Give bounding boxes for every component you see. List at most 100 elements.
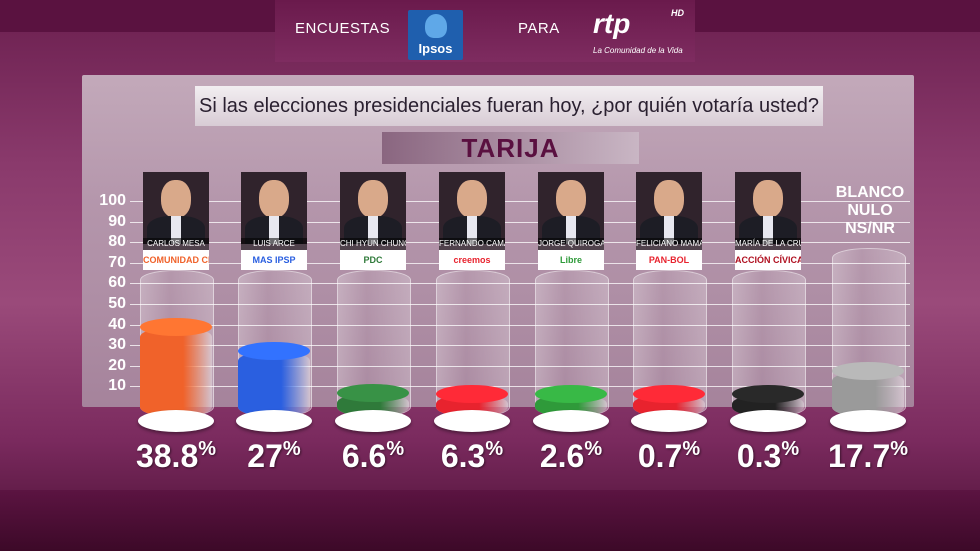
y-tick-label: 30 bbox=[108, 336, 126, 354]
candidate-card: FERNANDO CAMACHOcreemos bbox=[439, 172, 505, 270]
candidate-photo bbox=[143, 172, 209, 244]
candidate-card: LUIS ARCE MAS IPSP bbox=[241, 172, 307, 270]
rtp-hd-badge: HD bbox=[671, 8, 684, 18]
grid-line bbox=[130, 283, 910, 285]
grid-line bbox=[130, 262, 910, 264]
party-logo: ACCIÓN CÍVICA bbox=[735, 250, 801, 270]
data-label-value: 0.3 bbox=[736, 438, 782, 474]
data-label: 38.8% bbox=[128, 438, 224, 475]
shirt-icon bbox=[368, 216, 378, 244]
bar-cap bbox=[238, 342, 310, 361]
bar bbox=[832, 361, 904, 417]
bar-cap bbox=[535, 384, 607, 403]
chart-subtitle: TARIJA bbox=[382, 132, 639, 164]
candidate-name: MARÍA DE LA CRUZ BAYÁ bbox=[735, 238, 801, 250]
bar-cap bbox=[140, 318, 212, 337]
bar-cap bbox=[832, 361, 904, 380]
bar-base bbox=[631, 410, 707, 432]
shirt-icon bbox=[664, 216, 674, 244]
y-tick-label: 100 bbox=[99, 192, 126, 209]
grid-line bbox=[130, 201, 910, 202]
rtp-tagline: La Comunidad de la Vida bbox=[593, 46, 683, 55]
bar-base bbox=[830, 410, 906, 432]
candidate-name: CARLOS MESA bbox=[143, 238, 209, 250]
candidate-photo bbox=[538, 172, 604, 244]
party-logo: Libre bbox=[538, 250, 604, 270]
bar-cap bbox=[633, 384, 705, 403]
face-icon bbox=[358, 180, 388, 218]
data-label-unit: % bbox=[198, 438, 217, 460]
bar-base bbox=[236, 410, 312, 432]
y-tick-label: 70 bbox=[108, 253, 126, 271]
data-label: 0.3% bbox=[720, 438, 816, 475]
header-encuestas: ENCUESTAS bbox=[295, 20, 391, 37]
y-tick-label: 20 bbox=[108, 356, 126, 374]
data-label-unit: % bbox=[386, 438, 405, 460]
party-logo: MAS IPSP bbox=[241, 250, 307, 270]
data-label: 6.3% bbox=[424, 438, 520, 475]
candidate-card: CHI HYUN CHUNG PDC bbox=[340, 172, 406, 270]
header-box bbox=[275, 0, 695, 62]
data-label-value: 17.7 bbox=[827, 438, 891, 474]
party-logo: PDC bbox=[340, 250, 406, 270]
party-logo: creemos bbox=[439, 250, 505, 270]
shirt-icon bbox=[763, 216, 773, 244]
bar-cap bbox=[732, 384, 804, 403]
data-label: 0.7% bbox=[621, 438, 717, 475]
y-tick-label: 60 bbox=[108, 274, 126, 292]
candidate-name: FERNANDO CAMACHO bbox=[439, 238, 505, 250]
data-label-value: 2.6 bbox=[539, 438, 585, 474]
grid-line bbox=[130, 221, 910, 223]
blanco-label-line: NS/NR bbox=[845, 220, 895, 237]
candidate-photo bbox=[735, 172, 801, 244]
face-icon bbox=[654, 180, 684, 218]
data-label-unit: % bbox=[682, 438, 701, 460]
shirt-icon bbox=[269, 216, 279, 244]
bar bbox=[238, 342, 310, 417]
shirt-icon bbox=[171, 216, 181, 244]
bar-base bbox=[434, 410, 510, 432]
candidate-name: JORGE QUIROGA bbox=[538, 238, 604, 250]
rtp-logo: rtp HD La Comunidad de la Vida bbox=[593, 8, 693, 58]
bar-base bbox=[138, 410, 214, 432]
data-label: 27% bbox=[226, 438, 322, 475]
blanco-label-line: BLANCO bbox=[835, 184, 905, 201]
y-tick-label: 80 bbox=[108, 233, 126, 251]
blanco-nulo-label: BLANCO NULO NS/NR bbox=[825, 184, 915, 238]
data-label-value: 0.7 bbox=[637, 438, 683, 474]
bar-base bbox=[730, 410, 806, 432]
ipsos-logo: Ipsos bbox=[408, 10, 463, 60]
ipsos-head-icon bbox=[425, 14, 447, 38]
candidate-photo bbox=[340, 172, 406, 244]
bar-cap bbox=[436, 384, 508, 403]
candidate-card: FELICIANO MAMANIPAN-BOL bbox=[636, 172, 702, 270]
ipsos-logo-text: Ipsos bbox=[418, 41, 453, 56]
bar bbox=[140, 318, 212, 417]
grid-line bbox=[130, 386, 910, 388]
party-logo: COMUNIDAD CIUDADANA bbox=[143, 250, 209, 270]
y-tick-label: 90 bbox=[108, 212, 126, 230]
grid-line bbox=[130, 365, 910, 367]
data-label-value: 6.3 bbox=[440, 438, 486, 474]
candidate-name: FELICIANO MAMANI bbox=[636, 238, 702, 250]
candidate-name: LUIS ARCE bbox=[241, 238, 307, 250]
data-label-unit: % bbox=[282, 438, 301, 460]
grid-line bbox=[130, 324, 910, 326]
blanco-label-line: NULO bbox=[847, 202, 893, 219]
data-label-unit: % bbox=[781, 438, 800, 460]
bar-cap bbox=[337, 384, 409, 403]
data-label-unit: % bbox=[485, 438, 504, 460]
y-tick-label: 10 bbox=[108, 377, 126, 395]
data-label-value: 27 bbox=[247, 438, 283, 474]
floor-reflection bbox=[0, 490, 980, 551]
chart-title: Si las elecciones presidenciales fueran … bbox=[195, 86, 823, 126]
face-icon bbox=[161, 180, 191, 218]
grid-line bbox=[130, 304, 910, 305]
candidate-card: JORGE QUIROGA Libre bbox=[538, 172, 604, 270]
face-icon bbox=[556, 180, 586, 218]
header-para: PARA bbox=[518, 20, 560, 37]
y-tick-label: 50 bbox=[108, 295, 126, 312]
grid-line bbox=[130, 242, 910, 244]
y-tick-label: 40 bbox=[108, 315, 126, 333]
candidate-photo bbox=[636, 172, 702, 244]
